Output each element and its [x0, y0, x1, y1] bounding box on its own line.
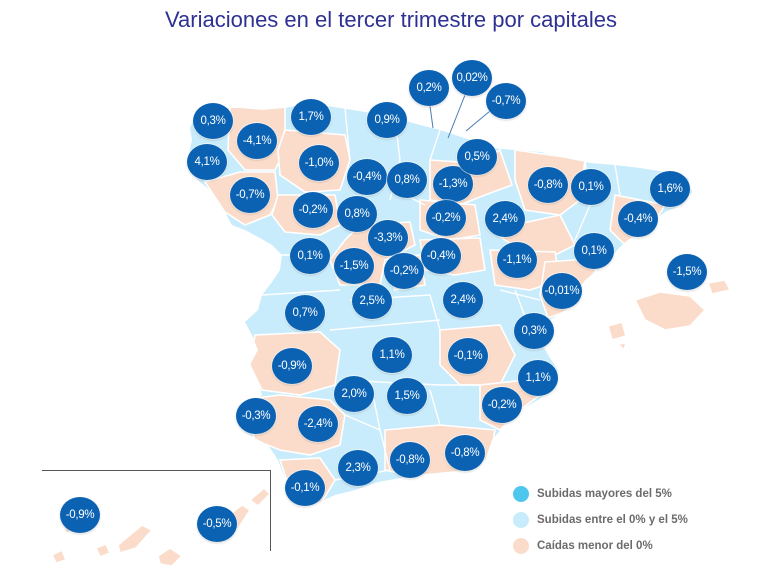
- capital-badge: -0,2%: [482, 387, 522, 423]
- capital-badge: 2,0%: [334, 376, 374, 412]
- province-border: [261, 289, 341, 296]
- capital-badge: 4,1%: [187, 144, 227, 180]
- capital-badge: 1,1%: [518, 360, 558, 396]
- legend-label: Subidas mayores del 5%: [537, 488, 672, 500]
- province-border: [329, 319, 441, 331]
- capital-badge: 1,7%: [291, 99, 331, 135]
- capital-badge: 0,8%: [337, 196, 377, 232]
- capital-badge: -0,01%: [542, 273, 582, 309]
- canary-inset-frame: [42, 470, 271, 551]
- capital-badge: -0,4%: [618, 201, 658, 237]
- capital-badge: -0,5%: [197, 506, 237, 542]
- capital-badge: -0,1%: [448, 338, 488, 374]
- capital-badge: -0,7%: [486, 83, 526, 119]
- legend-item-rise-0-5: Subidas entre el 0% y el 5%: [513, 512, 688, 528]
- capital-badge: 2,4%: [485, 201, 525, 237]
- capital-badge: 1,6%: [650, 171, 690, 207]
- capital-badge: -0,7%: [230, 177, 270, 213]
- capital-badge: 0,5%: [457, 139, 497, 175]
- province-border: [614, 164, 621, 196]
- capital-badge: -1,5%: [334, 248, 374, 284]
- capital-badge: -0,2%: [293, 192, 333, 228]
- capital-badge: 1,1%: [372, 337, 412, 373]
- capital-badge: 2,4%: [443, 282, 483, 318]
- capital-badge: -0,9%: [272, 348, 312, 384]
- capital-badge: 0,3%: [514, 313, 554, 349]
- province-border: [344, 107, 351, 161]
- capital-badge: -0,9%: [60, 497, 100, 533]
- legend-item-rise-above-5: Subidas mayores del 5%: [513, 486, 672, 502]
- capital-badge: 0,1%: [290, 238, 330, 274]
- legend-swatch: [513, 486, 529, 502]
- capital-badge: 0,8%: [387, 162, 427, 198]
- capital-badge: -0,8%: [528, 167, 568, 203]
- capital-badge: -0,2%: [426, 200, 466, 236]
- capital-badge: -0,4%: [347, 159, 387, 195]
- page-title: Variaciones en el tercer trimestre por c…: [164, 7, 617, 32]
- capital-badge: 0,2%: [409, 70, 449, 106]
- capital-badge: 0,02%: [452, 60, 492, 96]
- capital-badge: -2,4%: [298, 406, 338, 442]
- legend-item-fall: Caídas menor del 0%: [513, 538, 653, 554]
- province-border: [344, 414, 381, 431]
- province-border: [429, 389, 441, 426]
- capital-badge: -0,8%: [390, 442, 430, 478]
- capital-badge: 2,5%: [352, 283, 392, 319]
- province-border: [429, 129, 441, 161]
- capital-badge: 0,7%: [285, 295, 325, 331]
- capital-badge: -1,1%: [497, 242, 537, 278]
- legend-swatch: [513, 512, 529, 528]
- capital-badge: 0,3%: [193, 103, 233, 139]
- capital-badge: -4,1%: [237, 123, 277, 159]
- legend-label: Subidas entre el 0% y el 5%: [537, 514, 688, 526]
- legend-swatch: [513, 538, 529, 554]
- capital-badge: 0,1%: [574, 233, 614, 269]
- province-border: [339, 379, 480, 386]
- capital-badge: -0,8%: [445, 435, 485, 471]
- capital-badge: 2,3%: [338, 450, 378, 486]
- capital-badge: -3,3%: [368, 220, 408, 256]
- capital-badge: 0,9%: [367, 102, 407, 138]
- balearic-islands: [607, 279, 732, 352]
- leader-lines: [429, 94, 491, 139]
- capital-badge: -0,4%: [421, 238, 461, 274]
- capital-badge: 0,1%: [571, 169, 611, 205]
- capital-badge: -1,5%: [667, 254, 707, 290]
- capital-badge: -0,3%: [236, 398, 276, 434]
- legend-label: Caídas menor del 0%: [537, 540, 653, 552]
- capital-badge: -1,0%: [299, 145, 339, 181]
- province-border: [499, 289, 541, 301]
- capital-badge: -0,2%: [384, 253, 424, 289]
- capital-badge: 1,5%: [387, 378, 427, 414]
- capital-badge: -0,1%: [285, 470, 325, 506]
